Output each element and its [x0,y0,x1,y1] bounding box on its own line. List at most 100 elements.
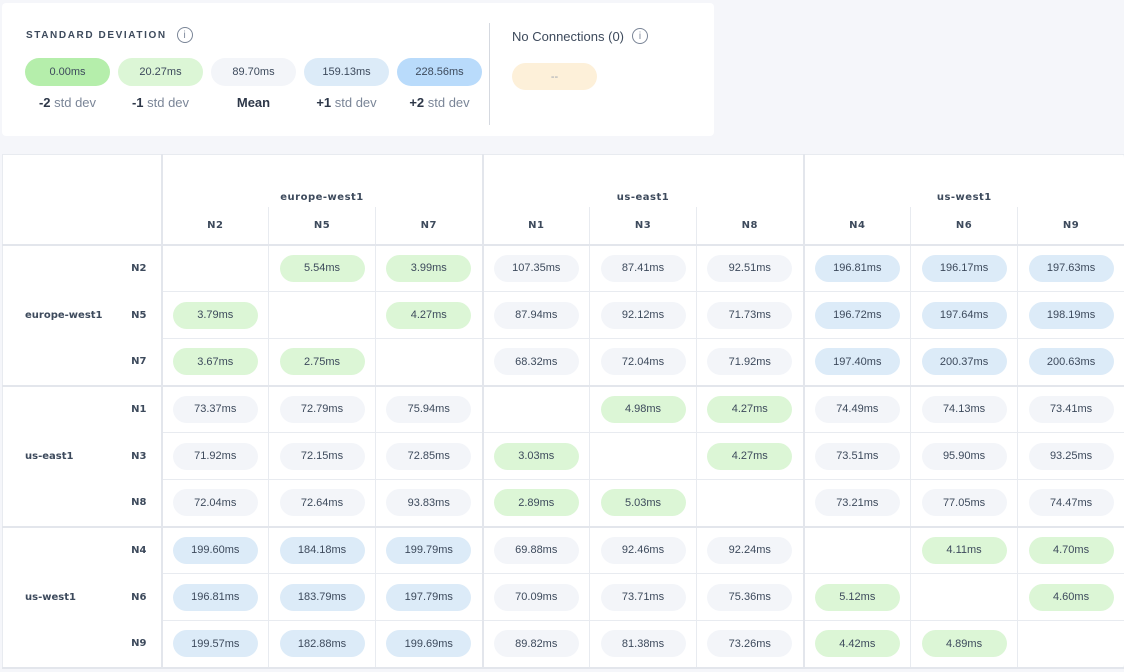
latency-pill[interactable]: 200.37ms [921,348,1007,376]
latency-pill[interactable]: 70.09ms [493,583,579,611]
latency-pill[interactable]: 93.83ms [386,489,472,517]
latency-pill[interactable]: 72.85ms [386,442,472,470]
latency-pill[interactable]: 93.25ms [1028,442,1114,470]
latency-pill[interactable]: 87.94ms [493,301,579,329]
latency-pill[interactable]: 4.89ms [921,630,1007,658]
latency-cell: 197.40ms [802,338,912,387]
latency-cell: 196.81ms [160,573,269,621]
std-dev-band: 89.70ms Mean [211,58,296,110]
latency-cell [268,291,376,339]
latency-pill[interactable]: 196.81ms [814,254,900,282]
latency-pill[interactable]: 4.27ms [707,442,793,470]
latency-pill[interactable]: 81.38ms [600,630,686,658]
latency-pill[interactable]: 196.72ms [814,301,900,329]
info-icon[interactable]: i [632,28,648,44]
latency-pill[interactable]: 92.51ms [707,254,793,282]
latency-pill[interactable]: 5.54ms [279,254,365,282]
latency-pill[interactable]: 72.04ms [172,489,258,517]
latency-pill[interactable]: 196.17ms [921,254,1007,282]
latency-pill[interactable]: 199.69ms [386,630,472,658]
latency-pill[interactable]: 197.64ms [921,301,1007,329]
latency-pill[interactable]: 92.24ms [707,536,793,564]
latency-pill[interactable]: 72.04ms [600,348,686,376]
table-row: N2 5.54ms 3.99ms 107.35ms 87.41ms 92.51ms 196.… [2,244,1124,292]
latency-cell: 4.27ms [696,385,805,433]
latency-pill[interactable]: 95.90ms [921,442,1007,470]
latency-pill[interactable]: 4.27ms [707,395,793,423]
std-dev-title-text: STANDARD DEVIATION [26,29,167,41]
latency-pill[interactable]: 74.47ms [1028,489,1114,517]
latency-pill[interactable]: 92.12ms [600,301,686,329]
latency-pill[interactable]: 196.81ms [172,583,258,611]
info-icon[interactable]: i [176,27,193,43]
latency-pill[interactable]: 87.41ms [600,254,686,282]
latency-pill[interactable]: 73.41ms [1028,395,1114,423]
latency-pill[interactable]: 183.79ms [279,583,365,611]
latency-cell: 93.83ms [374,479,484,528]
latency-pill[interactable]: 72.64ms [279,489,365,517]
latency-cell: 3.79ms [160,291,269,339]
latency-pill[interactable]: 89.82ms [493,630,579,658]
latency-pill[interactable]: 3.03ms [493,442,579,470]
latency-pill[interactable]: 71.73ms [707,301,793,329]
latency-pill[interactable]: 182.88ms [279,630,365,658]
table-row: N9 199.57ms 182.88ms 199.69ms 89.82ms 81.38ms… [2,620,1124,669]
latency-pill[interactable]: 4.42ms [814,630,900,658]
latency-pill[interactable]: 199.57ms [172,630,258,658]
latency-pill[interactable]: 92.46ms [600,536,686,564]
latency-cell: 92.24ms [696,526,805,574]
latency-pill[interactable]: 4.70ms [1028,536,1114,564]
latency-table: europe-west1 us-east1 us-west1 N2 N5 N7 N1 N3 N8… [2,154,1124,669]
latency-pill[interactable]: 107.35ms [493,254,579,282]
row-header: europe-west1 N5 [2,291,163,339]
latency-cell: 73.26ms [696,620,805,669]
latency-pill[interactable]: 73.71ms [600,583,686,611]
latency-pill[interactable]: 73.26ms [707,630,793,658]
latency-pill[interactable]: 3.99ms [386,254,472,282]
latency-pill[interactable]: 4.98ms [600,395,686,423]
latency-pill[interactable]: 4.11ms [921,536,1007,564]
latency-pill[interactable]: 2.75ms [279,348,365,376]
latency-pill[interactable]: 5.12ms [814,583,900,611]
latency-pill[interactable]: 73.21ms [814,489,900,517]
latency-pill[interactable]: 74.13ms [921,395,1007,423]
latency-cell: 197.79ms [374,573,484,621]
table-row: europe-west1 N5 3.79ms 4.27ms 87.94ms 92.12ms… [2,291,1124,339]
latency-pill[interactable]: 197.63ms [1028,254,1114,282]
column-node-header: N8 [696,206,805,246]
latency-pill[interactable]: 69.88ms [493,536,579,564]
latency-pill[interactable]: 184.18ms [279,536,365,564]
latency-pill[interactable]: 199.79ms [386,536,472,564]
band-sign: Mean [236,95,271,110]
latency-pill[interactable]: 71.92ms [172,442,258,470]
latency-pill[interactable]: 73.37ms [172,395,258,423]
latency-pill[interactable]: 75.36ms [707,583,793,611]
latency-pill[interactable]: 200.63ms [1028,348,1114,376]
latency-pill[interactable]: 198.19ms [1028,301,1114,329]
latency-pill[interactable]: 197.40ms [814,348,900,376]
latency-cell: 92.46ms [589,526,698,574]
latency-pill[interactable]: 4.60ms [1028,583,1114,611]
row-node-label: N6 [131,591,147,603]
latency-pill[interactable]: 77.05ms [921,489,1007,517]
latency-cell [374,338,484,387]
latency-pill[interactable]: 68.32ms [493,348,579,376]
latency-pill[interactable]: 3.79ms [172,301,258,329]
latency-pill[interactable]: 5.03ms [600,489,686,517]
row-header: us-east1 N3 [2,432,163,480]
latency-pill[interactable]: 75.94ms [386,395,472,423]
latency-pill[interactable]: 72.79ms [279,395,365,423]
latency-pill[interactable]: 4.27ms [386,301,472,329]
latency-pill[interactable]: 74.49ms [814,395,900,423]
table-row: N7 3.67ms 2.75ms 68.32ms 72.04ms 71.92ms 197.4… [2,338,1124,387]
latency-cell: 81.38ms [589,620,698,669]
row-header: N9 [2,620,163,668]
latency-pill[interactable]: 197.79ms [386,583,472,611]
latency-pill[interactable]: 199.60ms [172,536,258,564]
latency-pill[interactable]: 73.51ms [814,442,900,470]
latency-pill[interactable]: 2.89ms [493,489,579,517]
latency-pill[interactable]: 72.15ms [279,442,365,470]
row-group-label: us-west1 [25,591,76,603]
latency-pill[interactable]: 71.92ms [707,348,793,376]
latency-pill[interactable]: 3.67ms [172,348,258,376]
